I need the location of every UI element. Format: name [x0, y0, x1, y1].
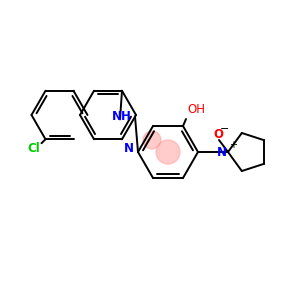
Text: O: O — [213, 128, 223, 140]
Text: −: − — [220, 124, 230, 134]
Circle shape — [156, 140, 180, 164]
Circle shape — [143, 131, 161, 149]
Text: N: N — [217, 146, 227, 158]
Text: OH: OH — [187, 103, 205, 116]
Text: Cl: Cl — [28, 142, 40, 155]
Text: N: N — [124, 142, 134, 155]
Text: +: + — [229, 140, 237, 150]
Text: NH: NH — [112, 110, 132, 123]
